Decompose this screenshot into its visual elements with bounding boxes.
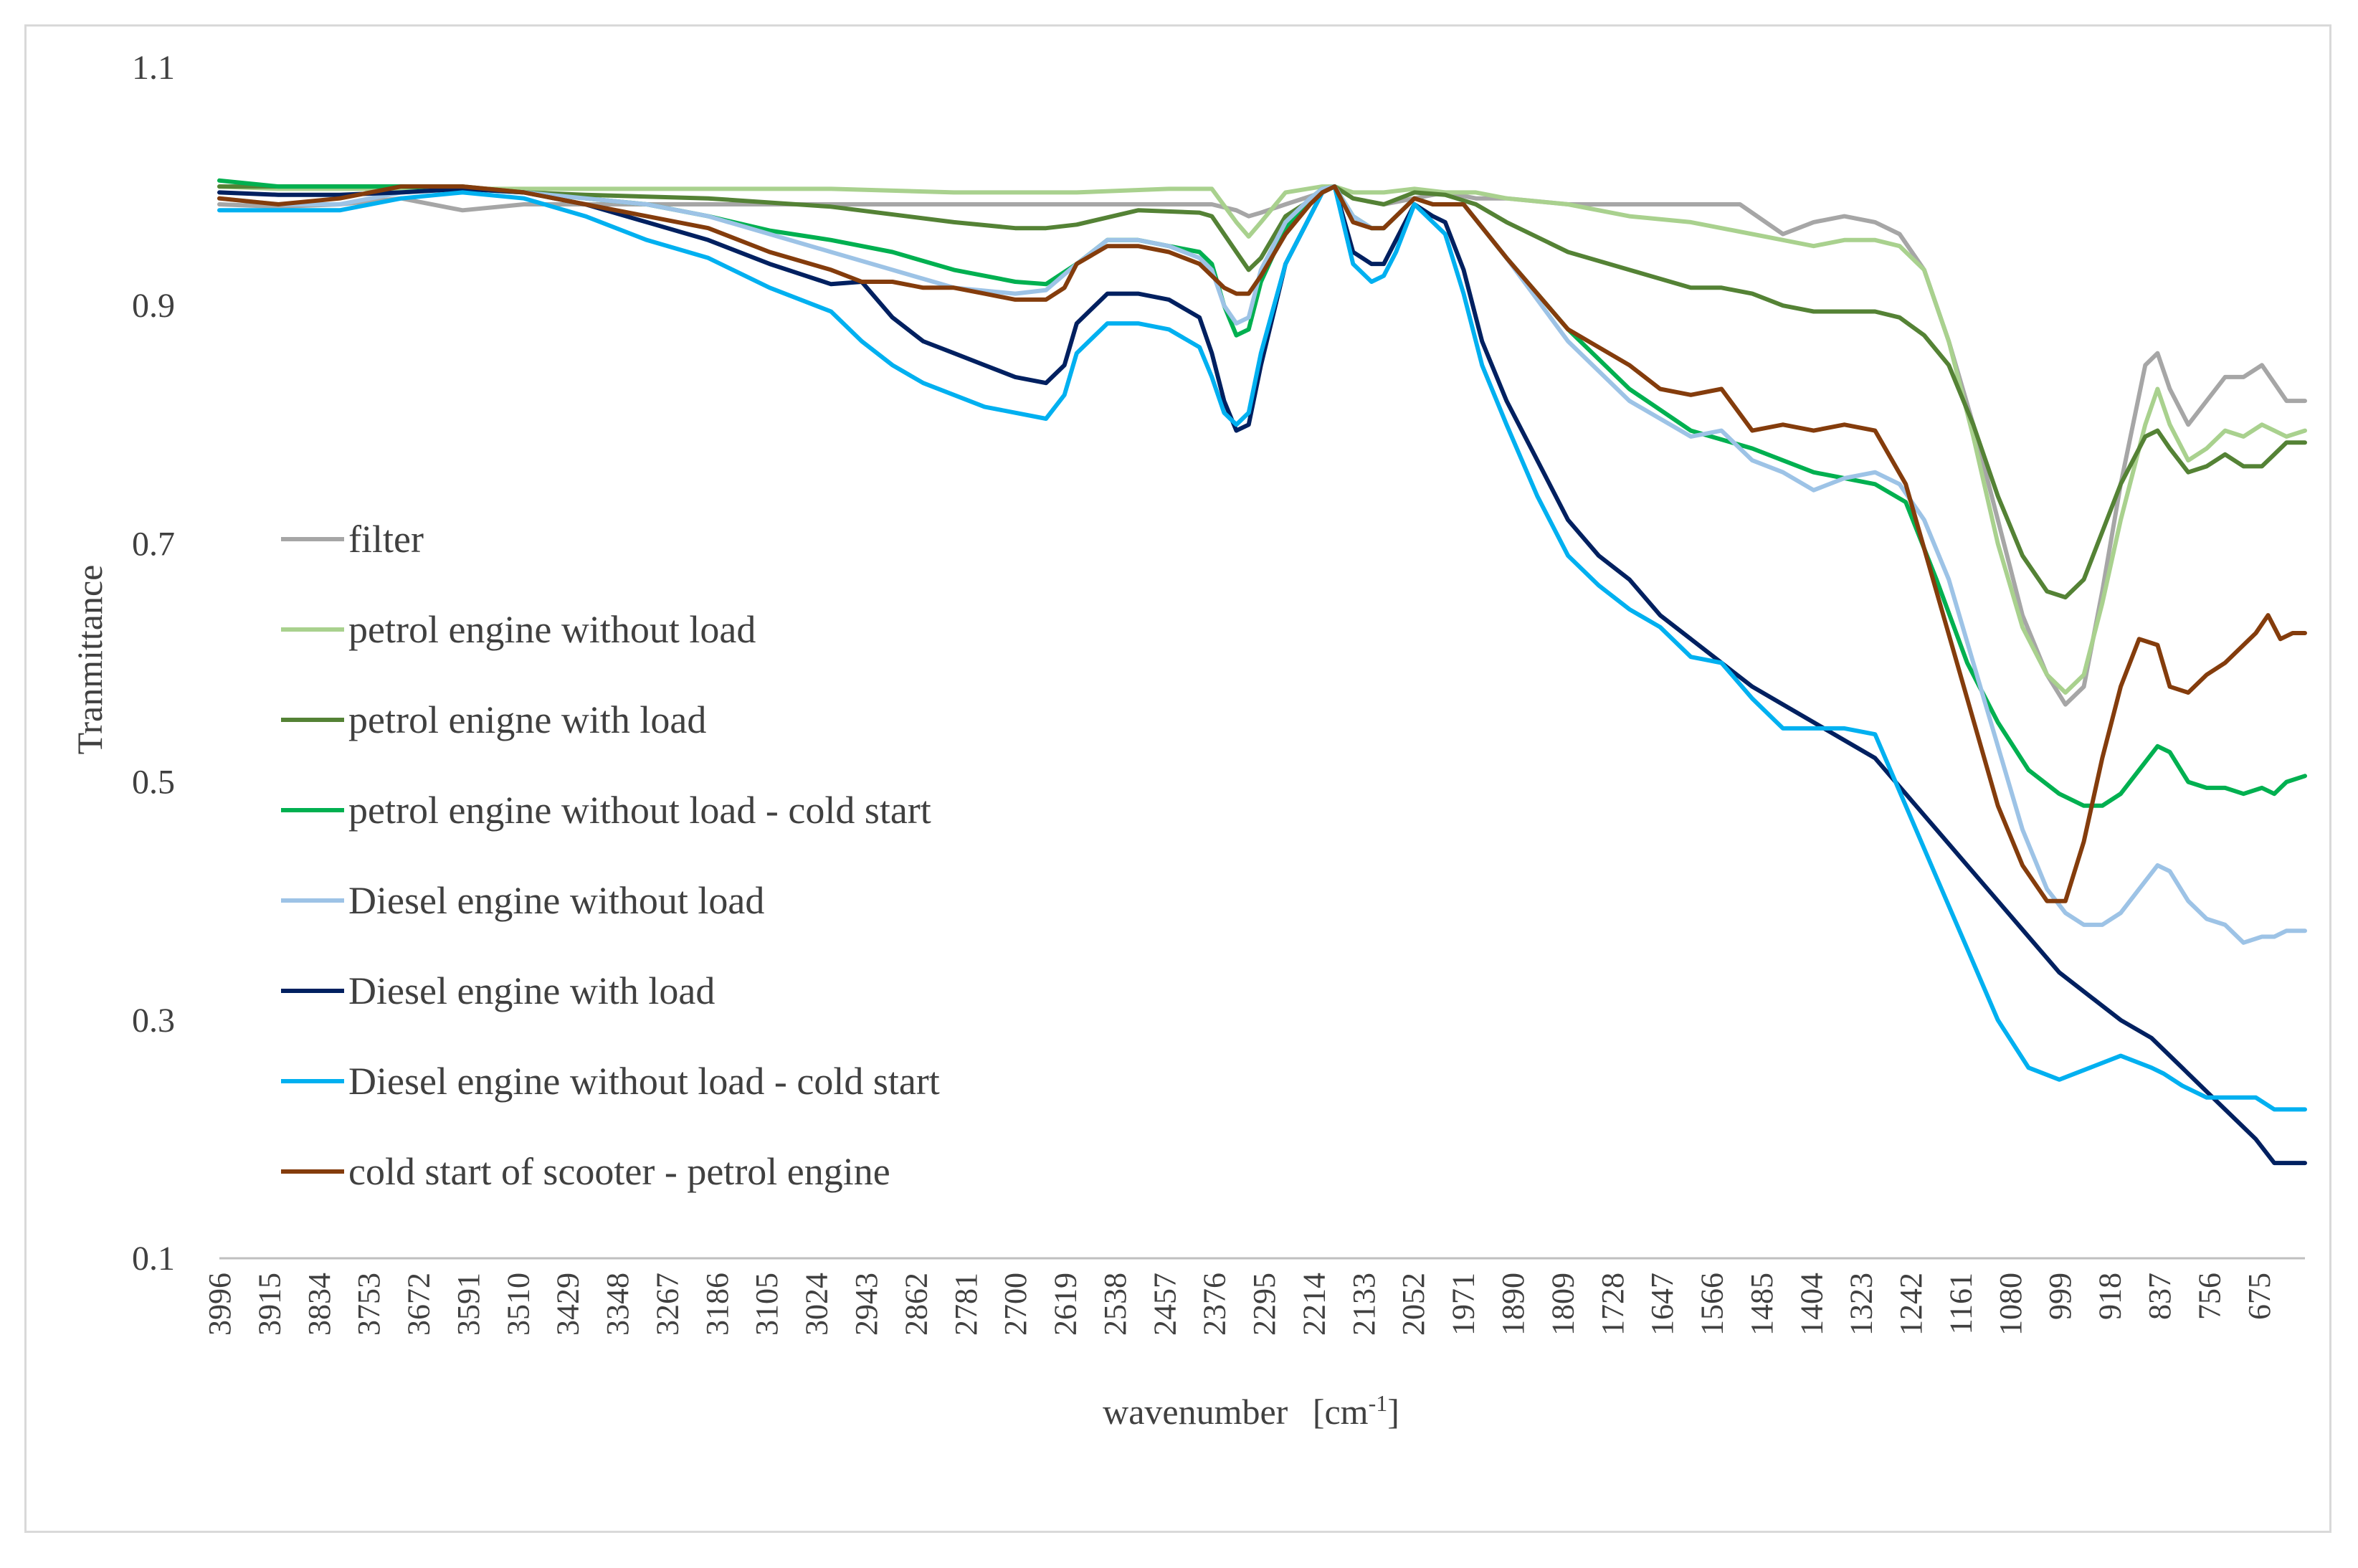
x-axis-title-unit-sup: -1 bbox=[1369, 1390, 1388, 1416]
x-tick-label: 2052 bbox=[1396, 1273, 1431, 1336]
x-tick-label: 675 bbox=[2242, 1273, 2277, 1320]
y-tick-label: 0.3 bbox=[132, 1002, 175, 1040]
x-tick-label: 3105 bbox=[749, 1273, 784, 1336]
x-tick-label: 1161 bbox=[1943, 1273, 1978, 1334]
x-tick-label: 3510 bbox=[500, 1273, 536, 1336]
y-axis-title: Tranmittance bbox=[70, 565, 110, 755]
x-tick-label: 2943 bbox=[849, 1273, 884, 1336]
x-tick-label: 1647 bbox=[1645, 1273, 1680, 1336]
x-tick-label: 2862 bbox=[898, 1273, 933, 1336]
x-tick-label: 1242 bbox=[1893, 1273, 1929, 1336]
y-tick-label: 0.7 bbox=[132, 525, 175, 563]
x-axis-title-unit-end: ] bbox=[1387, 1392, 1399, 1432]
x-tick-label: 1890 bbox=[1496, 1273, 1531, 1336]
x-tick-label: 3672 bbox=[401, 1273, 437, 1336]
x-axis-title-main: wavenumber bbox=[1103, 1392, 1288, 1432]
x-tick-label: 1971 bbox=[1446, 1273, 1481, 1336]
y-tick-label: 0.5 bbox=[132, 764, 175, 802]
x-tick-label: 2619 bbox=[1048, 1273, 1083, 1336]
x-tick-label: 2133 bbox=[1346, 1273, 1382, 1336]
x-tick-label: 1809 bbox=[1545, 1273, 1580, 1336]
series-line-7 bbox=[217, 184, 2307, 903]
x-tick-label: 2700 bbox=[998, 1273, 1033, 1336]
x-tick-label: 3915 bbox=[252, 1273, 287, 1336]
x-axis-title-unit: [cm bbox=[1313, 1392, 1369, 1432]
y-tick-label: 0.9 bbox=[132, 287, 175, 325]
y-axis-ticks: 0.1 0.3 0.5 0.7 0.9 1.1 bbox=[132, 49, 175, 1278]
series-line-0 bbox=[217, 184, 2307, 707]
series-line-6 bbox=[217, 184, 2307, 1112]
x-tick-label: 3429 bbox=[551, 1273, 586, 1336]
x-tick-label: 3348 bbox=[600, 1273, 635, 1336]
legend-label: Diesel engine without load bbox=[348, 879, 764, 922]
x-tick-label: 2457 bbox=[1147, 1273, 1182, 1336]
x-tick-label: 3186 bbox=[700, 1273, 735, 1336]
x-axis-ticks: 3996 3915 3834 3753 3672 3591 3510 3429 3348 3267… bbox=[202, 1273, 2277, 1336]
x-tick-label: 1485 bbox=[1744, 1273, 1779, 1336]
x-tick-label: 918 bbox=[2093, 1273, 2128, 1320]
legend-label: petrol enigne with load bbox=[348, 698, 706, 741]
chart-frame bbox=[24, 24, 2331, 1533]
legend-label: Diesel engine without load - cold start bbox=[348, 1060, 940, 1103]
legend-label: petrol engine without load - cold start bbox=[348, 789, 931, 832]
x-tick-label: 2214 bbox=[1296, 1273, 1331, 1336]
legend: filter petrol engine without load petrol e… bbox=[281, 518, 940, 1193]
x-tick-label: 1566 bbox=[1695, 1273, 1730, 1336]
x-tick-label: 1404 bbox=[1794, 1273, 1829, 1336]
x-tick-label: 2295 bbox=[1247, 1273, 1282, 1336]
x-tick-label: 1323 bbox=[1844, 1273, 1879, 1336]
legend-label: cold start of scooter - petrol engine bbox=[348, 1150, 890, 1193]
x-tick-label: 2538 bbox=[1098, 1273, 1133, 1336]
x-tick-label: 3267 bbox=[650, 1273, 685, 1336]
x-tick-label: 2376 bbox=[1197, 1273, 1232, 1336]
y-tick-label: 1.1 bbox=[132, 49, 175, 87]
x-tick-label: 3024 bbox=[799, 1273, 835, 1336]
series-lines bbox=[217, 178, 2307, 1166]
x-tick-label: 3834 bbox=[302, 1273, 337, 1336]
series-line-1 bbox=[217, 184, 2307, 695]
series-line-5 bbox=[217, 184, 2307, 1166]
x-tick-label: 2781 bbox=[949, 1273, 984, 1336]
x-tick-label: 3753 bbox=[351, 1273, 386, 1336]
x-tick-label: 1080 bbox=[1993, 1273, 2028, 1336]
x-tick-label: 999 bbox=[2043, 1273, 2078, 1320]
x-tick-label: 1728 bbox=[1595, 1273, 1630, 1336]
x-tick-label: 3996 bbox=[202, 1273, 237, 1336]
x-tick-label: 3591 bbox=[451, 1273, 486, 1336]
x-axis-title: wavenumber [cm-1] bbox=[1103, 1390, 1399, 1432]
series-line-2 bbox=[217, 184, 2307, 600]
legend-label: filter bbox=[348, 518, 424, 561]
legend-label: petrol engine without load bbox=[348, 608, 756, 651]
x-tick-label: 837 bbox=[2142, 1273, 2177, 1320]
legend-label: Diesel engine with load bbox=[348, 969, 715, 1012]
x-tick-label: 756 bbox=[2192, 1273, 2227, 1320]
y-tick-label: 0.1 bbox=[132, 1240, 175, 1278]
